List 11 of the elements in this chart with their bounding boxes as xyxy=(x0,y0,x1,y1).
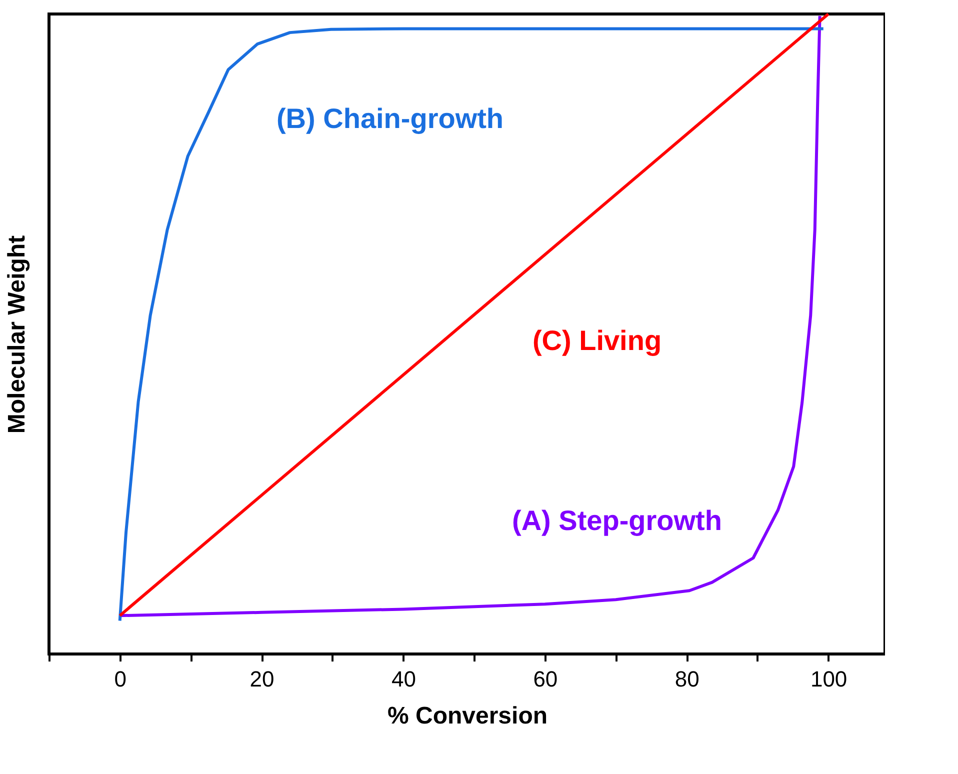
x-axis-title: % Conversion xyxy=(387,702,548,730)
series-label: (C) Living xyxy=(532,325,662,356)
x-tick-label: 60 xyxy=(533,666,558,692)
y-axis-title: Molecular Weight xyxy=(4,235,30,434)
x-tick-label: 40 xyxy=(391,666,416,692)
series-label: (A) Step-growth xyxy=(512,505,722,536)
x-tick-label: 20 xyxy=(250,666,274,692)
x-tick-label: 0 xyxy=(114,666,126,692)
text: (B) Chain-growth xyxy=(276,103,504,134)
x-tick-label: 80 xyxy=(674,666,700,692)
x-tick-label: 100 xyxy=(810,666,848,692)
